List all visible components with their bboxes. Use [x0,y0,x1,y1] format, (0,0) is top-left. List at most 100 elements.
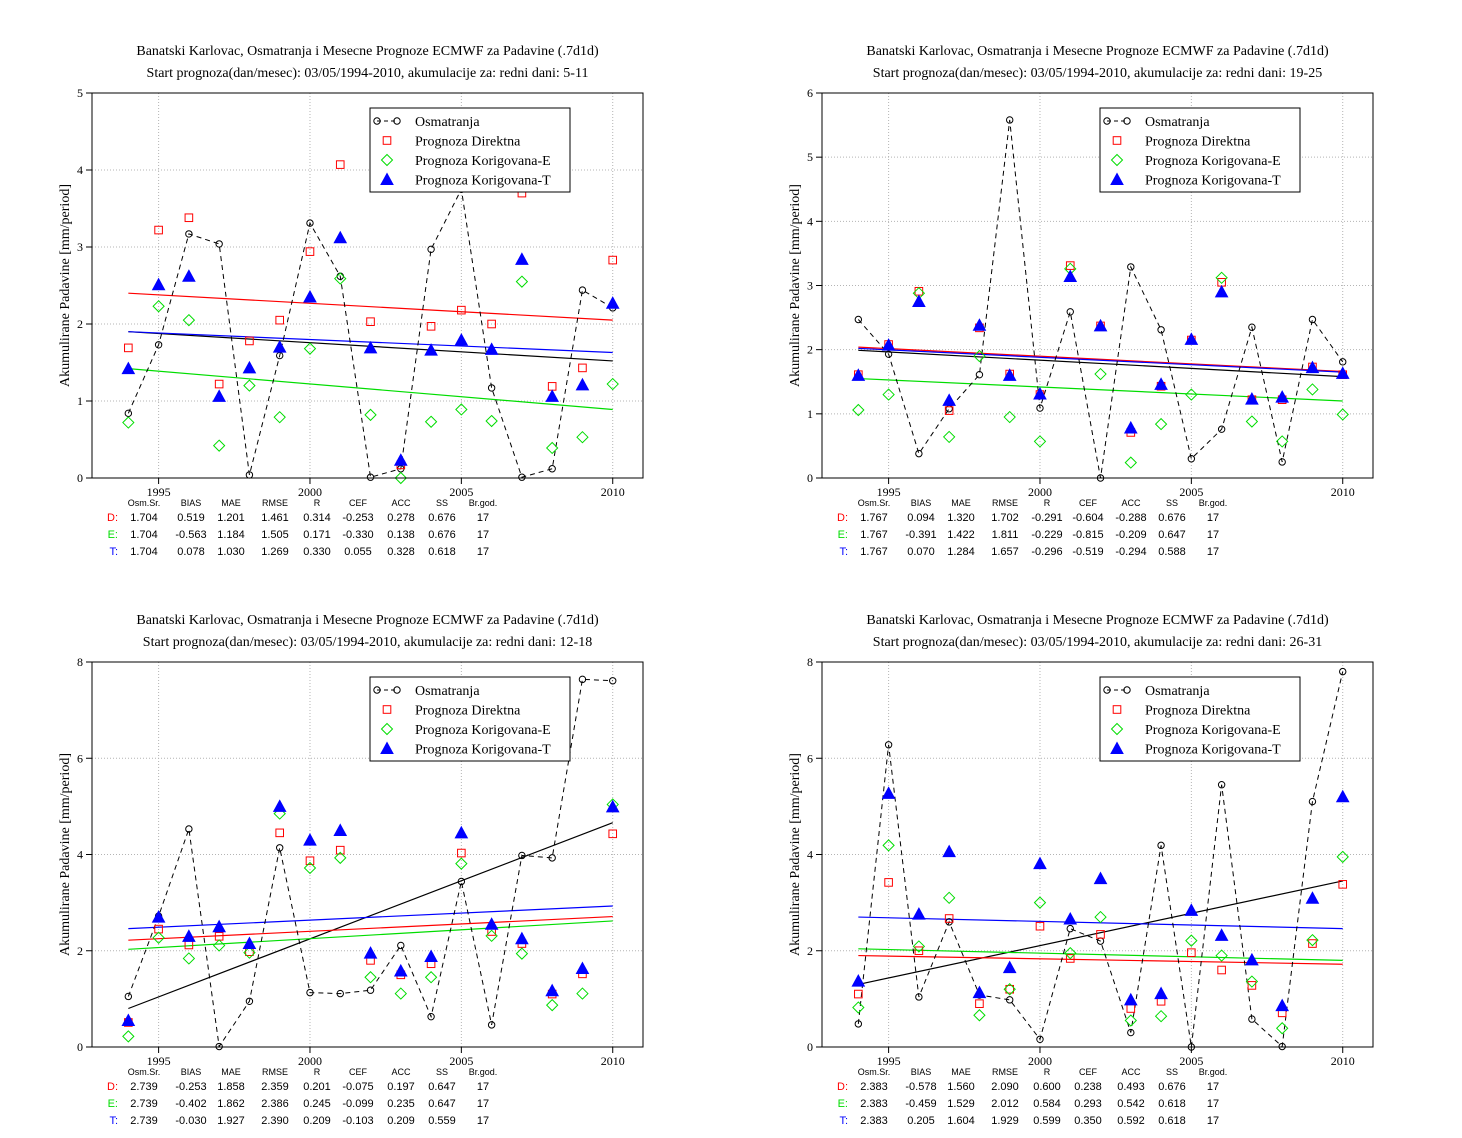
point-prognoza-korigovana-t [1245,952,1259,966]
point-prognoza-korigovana-e [455,403,468,416]
point-osmatranja [578,286,587,294]
point-prognoza-korigovana-t [121,1013,136,1027]
legend-marker [373,117,381,125]
point-prognoza-direktna [608,829,618,839]
point-osmatranja [854,1020,863,1028]
stats-value: 2.012 [991,1098,1019,1110]
point-osmatranja [884,350,893,358]
stats-value: -0.291 [1031,512,1062,524]
x-tick-label: 2010 [1331,485,1355,499]
legend-marker [1110,172,1124,185]
stats-value: 0.328 [387,546,415,558]
y-tick-label: 0 [77,1040,83,1054]
stats-value: 2.383 [860,1115,888,1127]
legend-label: Prognoza Direktna [1145,135,1251,150]
point-prognoza-korigovana-t [121,361,136,375]
legend-prognoza-korigovana-e: Prognoza Korigovana-E [380,722,551,738]
point-prognoza-direktna [1035,921,1045,931]
point-prognoza-korigovana-e [576,430,589,444]
chart-panel-3: Banatski Karlovac, Osmatranja i Mesecne … [58,613,644,1127]
point-prognoza-korigovana-t [1002,960,1017,974]
stats-value: 0.078 [177,546,205,558]
stats-header: MAE [951,1067,971,1077]
point-prognoza-korigovana-e [122,1030,135,1043]
stats-header: BIAS [911,498,932,508]
chart-panel-4: Banatski Karlovac, Osmatranja i Mesecne … [788,613,1374,1127]
y-tick-label: 3 [77,240,83,254]
stats-value: -0.604 [1072,512,1103,524]
stats-value: 17 [477,1081,489,1093]
legend-label: Osmatranja [1145,115,1210,130]
legend-label: Prognoza Korigovana-T [415,174,551,189]
stats-row-label: E: [838,1098,848,1110]
point-osmatranja [548,465,556,473]
point-osmatranja [1217,425,1226,433]
stats-value: 17 [1207,529,1219,541]
point-osmatranja [1066,924,1074,933]
legend-marker [380,172,394,185]
point-prognoza-korigovana-e [576,987,589,1000]
stats-header: ACC [1121,1067,1141,1077]
y-tick-label: 4 [807,848,813,862]
legend-marker [1123,117,1131,125]
stats-header: Osm.Sr. [128,1067,161,1077]
stats-value: 0.676 [428,529,456,541]
point-osmatranja [1006,996,1014,1004]
point-prognoza-direktna [1005,984,1015,994]
stats-value: 0.676 [1158,1081,1186,1093]
stats-value: 0.094 [907,512,935,524]
point-prognoza-korigovana-e [424,415,438,428]
point-prognoza-korigovana-e [606,377,619,391]
y-axis-label: Akumulirane Padavine [mm/period] [58,753,73,956]
point-prognoza-korigovana-t [212,389,226,402]
stats-value: 2.383 [860,1098,888,1110]
stats-value: 1.461 [261,512,289,524]
legend-label: Prognoza Korigovana-T [1145,174,1281,189]
stats-header: MAE [221,498,241,508]
x-tick-label: 2005 [1179,485,1203,499]
point-osmatranja [427,245,435,254]
stats-row-label: E: [108,529,118,541]
point-prognoza-korigovana-t [1063,269,1078,283]
point-prognoza-korigovana-t [212,919,226,933]
point-prognoza-korigovana-e [882,388,895,401]
point-prognoza-korigovana-t [1033,386,1047,400]
point-prognoza-direktna [914,946,924,956]
stats-value: 0.592 [1117,1115,1145,1127]
stats-header: ACC [1121,498,1141,508]
stats-value: -0.391 [905,529,936,541]
x-tick-label: 2010 [601,1054,625,1068]
point-osmatranja [1278,458,1286,466]
point-prognoza-korigovana-e [303,342,317,355]
point-prognoza-korigovana-t [1214,284,1229,298]
point-prognoza-korigovana-t [1184,903,1199,916]
point-prognoza-direktna [245,336,254,346]
stats-value: 0.676 [1158,512,1186,524]
point-prognoza-direktna [944,406,954,415]
stats-value: 1.704 [130,512,158,524]
point-prognoza-korigovana-e [212,939,226,952]
point-prognoza-direktna [1065,261,1075,270]
point-prognoza-korigovana-t [1123,992,1138,1006]
stats-table: Osm.Sr. BIAS MAE RMSE R CEF ACC SS Br.god. D: 1.70… [107,498,497,558]
y-tick-label: 0 [807,471,813,485]
stats-value: -0.815 [1072,529,1103,541]
legend: Osmatranja Prognoza Direktna Prognoza Kori… [369,107,571,193]
stats-value: 1.604 [947,1115,975,1127]
point-prognoza-direktna [124,343,133,353]
stats-value: 1.862 [217,1098,245,1110]
point-prognoza-korigovana-t [454,333,469,346]
point-prognoza-korigovana-e [152,300,165,313]
stats-value: 2.739 [130,1115,158,1127]
stats-value: 0.588 [1158,546,1186,558]
point-prognoza-korigovana-e [394,987,408,1000]
point-osmatranja [427,1012,435,1021]
y-tick-label: 8 [77,655,83,669]
legend-label: Prognoza Korigovana-E [415,154,551,169]
point-prognoza-korigovana-t [242,936,257,950]
stats-header: R [314,498,321,508]
stats-row-label: D: [107,1081,118,1093]
stats-table: Osm.Sr. BIAS MAE RMSE R CEF ACC SS Br.god. D: 2.73… [107,1067,497,1127]
point-osmatranja [1157,841,1165,850]
point-prognoza-korigovana-e [1336,408,1349,421]
